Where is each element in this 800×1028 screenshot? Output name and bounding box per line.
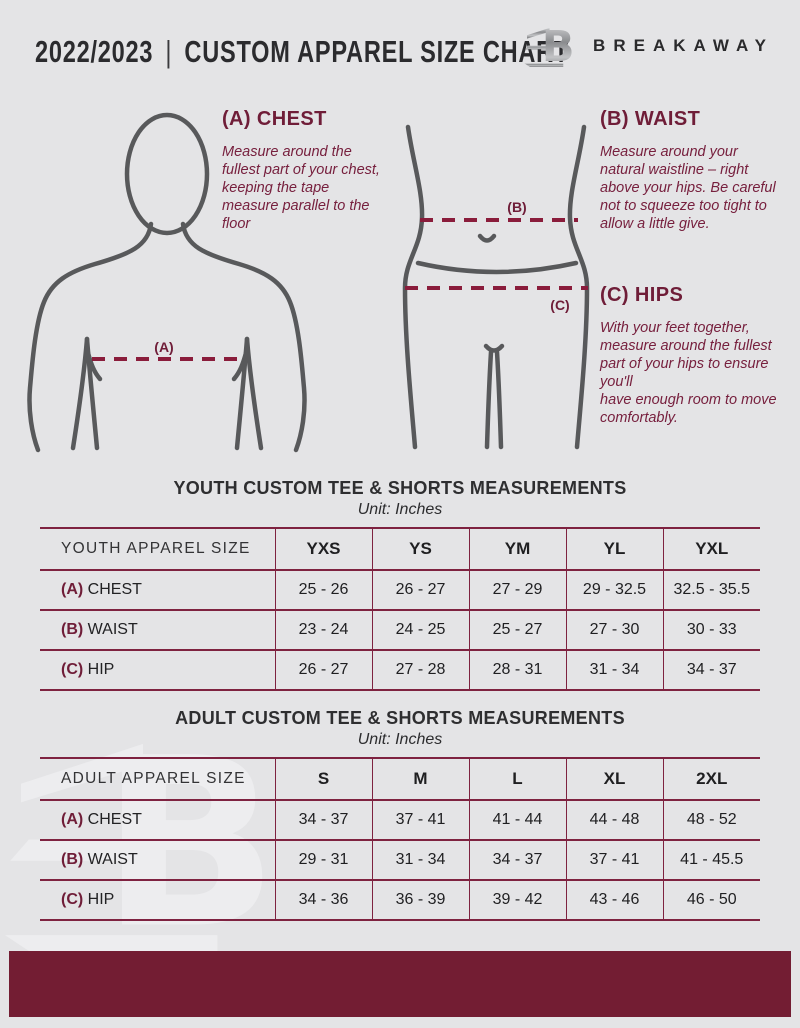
table-cell: 30 - 33 [662, 609, 760, 650]
table-cell: 36 - 39 [371, 879, 469, 921]
youth-section-title: YOUTH CUSTOM TEE & SHORTS MEASUREMENTS [173, 478, 627, 498]
size-ys-header: YS [371, 527, 469, 570]
table-cell: 29 - 31 [274, 839, 372, 880]
chest-instructions: (A) CHEST Measure around the fullest par… [222, 108, 387, 234]
waist-instructions: (B) WAIST Measure around your natural wa… [600, 108, 778, 234]
size-xl-header: XL [565, 757, 663, 800]
table-cell: 26 - 27 [274, 649, 372, 691]
chest-body-text: Measure around the fullest part of your … [222, 144, 380, 232]
adult-size-table: ADULT APPAREL SIZE S M L XL 2XL (A) CHES… [40, 757, 760, 921]
row-key: (C) [61, 661, 84, 678]
adult-section-unit: Unit: Inches [357, 731, 443, 748]
size-m-header: M [371, 757, 469, 800]
row-label: CHEST [87, 811, 142, 828]
svg-text:B: B [542, 22, 575, 69]
row-key: (B) [61, 851, 84, 868]
size-yl-header: YL [565, 527, 663, 570]
table-cell: 34 - 37 [274, 799, 372, 840]
figure-pelvis-line [415, 260, 579, 275]
hips-line-label: (C) [550, 297, 569, 313]
chart-title: CUSTOM APPAREL SIZE CHART [184, 34, 570, 69]
table-cell: 41 - 45.5 [662, 839, 760, 880]
figure-head-outline [124, 112, 210, 236]
page-title: 2022/2023 | CUSTOM APPAREL SIZE CHART [35, 34, 738, 70]
table-cell: 31 - 34 [565, 649, 663, 691]
youth-waist-row: (B) WAIST 23 - 24 24 - 25 25 - 27 27 - 3… [40, 609, 760, 650]
table-cell: 34 - 37 [662, 649, 760, 691]
table-cell: 29 - 32.5 [565, 569, 663, 610]
row-key: (A) [61, 811, 84, 828]
table-cell: 25 - 26 [274, 569, 372, 610]
table-cell: 27 - 30 [565, 609, 663, 650]
table-cell: 27 - 29 [468, 569, 566, 610]
hips-heading: (C) HIPS [600, 284, 684, 306]
adult-hip-row: (C) HIP 34 - 36 36 - 39 39 - 42 43 - 46 … [40, 879, 760, 921]
breakaway-b-logo-icon: B [524, 22, 575, 69]
table-cell: 32.5 - 35.5 [662, 569, 760, 610]
waist-body-text: Measure around your natural waistline – … [600, 144, 776, 232]
table-cell: 48 - 52 [662, 799, 760, 840]
brand-lockup: B BREAKAWAY [524, 22, 774, 69]
table-cell: 34 - 37 [468, 839, 566, 880]
size-yxl-header: YXL [662, 527, 760, 570]
youth-table-container: YOUTH APPAREL SIZE YXS YS YM YL YXL (A) … [40, 527, 760, 691]
hips-body-text: With your feet together, measure around … [600, 320, 777, 426]
figure-crotch [483, 343, 505, 353]
chest-line-label: (A) [154, 339, 173, 355]
adult-table-container: ADULT APPAREL SIZE S M L XL 2XL (A) CHES… [40, 757, 760, 921]
row-label: WAIST [87, 851, 138, 868]
table-cell: 28 - 31 [468, 649, 566, 691]
season-label: 2022/2023 [35, 34, 154, 69]
table-cell: 26 - 27 [371, 569, 469, 610]
chest-figure-illustration: (A) [27, 112, 307, 453]
row-key: (B) [61, 621, 84, 638]
adult-size-column-header: ADULT APPAREL SIZE [40, 757, 275, 800]
waist-heading: (B) WAIST [600, 108, 701, 130]
table-cell: 27 - 28 [371, 649, 469, 691]
brand-name: BREAKAWAY [593, 35, 774, 55]
table-cell: 39 - 42 [468, 879, 566, 921]
table-cell: 24 - 25 [371, 609, 469, 650]
adult-waist-row: (B) WAIST 29 - 31 31 - 34 34 - 37 37 - 4… [40, 839, 760, 880]
table-cell: 41 - 44 [468, 799, 566, 840]
row-key: (C) [61, 891, 84, 908]
table-cell: 25 - 27 [468, 609, 566, 650]
youth-header-row: YOUTH APPAREL SIZE YXS YS YM YL YXL [40, 527, 760, 570]
footer-accent-bar [9, 951, 791, 1017]
table-cell: 34 - 36 [274, 879, 372, 921]
table-cell: 46 - 50 [662, 879, 760, 921]
row-label: CHEST [87, 581, 142, 598]
row-label: HIP [87, 661, 115, 678]
waist-hip-figure-illustration: (B) (C) [402, 124, 590, 450]
youth-size-table: YOUTH APPAREL SIZE YXS YS YM YL YXL (A) … [40, 527, 760, 691]
adult-section-title: ADULT CUSTOM TEE & SHORTS MEASUREMENTS [175, 708, 625, 728]
waist-line-label: (B) [507, 199, 526, 215]
title-divider: | [165, 34, 173, 69]
hips-instructions: (C) HIPS With your feet together, measur… [600, 284, 778, 428]
table-cell: 43 - 46 [565, 879, 663, 921]
youth-chest-row: (A) CHEST 25 - 26 26 - 27 27 - 29 29 - 3… [40, 569, 760, 610]
adult-chest-row: (A) CHEST 34 - 37 37 - 41 41 - 44 44 - 4… [40, 799, 760, 840]
adult-header-row: ADULT APPAREL SIZE S M L XL 2XL [40, 757, 760, 800]
size-2xl-header: 2XL [662, 757, 760, 800]
table-cell: 37 - 41 [371, 799, 469, 840]
youth-hip-row: (C) HIP 26 - 27 27 - 28 28 - 31 31 - 34 … [40, 649, 760, 691]
youth-section-unit: Unit: Inches [357, 501, 443, 518]
row-label: HIP [87, 891, 115, 908]
size-yxs-header: YXS [274, 527, 372, 570]
size-ym-header: YM [468, 527, 566, 570]
size-l-header: L [468, 757, 566, 800]
row-label: WAIST [87, 621, 138, 638]
table-cell: 23 - 24 [274, 609, 372, 650]
row-key: (A) [61, 581, 84, 598]
table-cell: 31 - 34 [371, 839, 469, 880]
table-cell: 44 - 48 [565, 799, 663, 840]
figure-navel [477, 233, 497, 243]
size-s-header: S [274, 757, 372, 800]
youth-size-column-header: YOUTH APPAREL SIZE [40, 527, 275, 570]
table-cell: 37 - 41 [565, 839, 663, 880]
chest-heading: (A) CHEST [222, 108, 327, 130]
